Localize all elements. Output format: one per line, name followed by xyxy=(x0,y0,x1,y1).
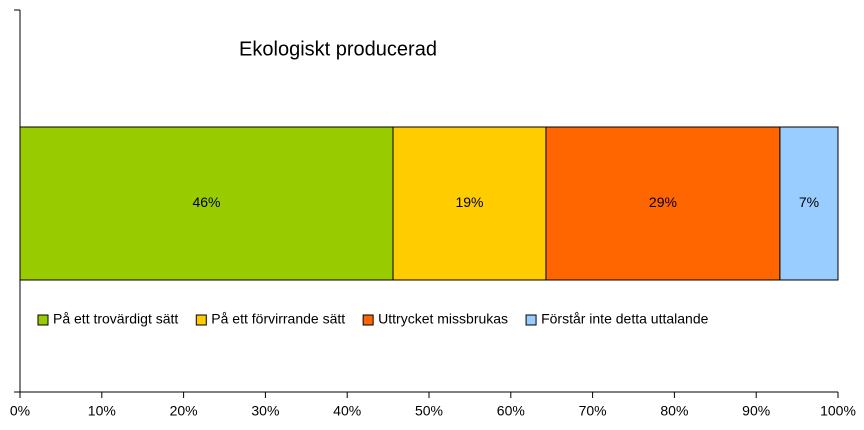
chart-title: Ekologiskt producerad xyxy=(239,38,437,60)
data-label: 19% xyxy=(455,194,483,210)
x-tick-label: 80% xyxy=(660,403,688,419)
bar-segment xyxy=(19,126,394,281)
data-label: 29% xyxy=(649,194,677,210)
x-tick-label: 60% xyxy=(497,403,525,419)
legend-swatch xyxy=(37,314,49,326)
legend-swatch xyxy=(362,314,374,326)
legend-label: Uttrycket missbrukas xyxy=(378,311,508,327)
legend-label: På ett förvirrande sätt xyxy=(211,311,345,327)
legend-swatch xyxy=(195,314,207,326)
x-tick-label: 50% xyxy=(415,403,443,419)
x-tick-label: 0% xyxy=(10,403,30,419)
legend-swatch xyxy=(525,314,537,326)
bar-segment xyxy=(545,126,781,281)
x-tick-label: 100% xyxy=(820,403,856,419)
x-tick-label: 20% xyxy=(170,403,198,419)
bar-segment xyxy=(779,126,839,281)
x-tick-label: 70% xyxy=(579,403,607,419)
data-label: 7% xyxy=(799,194,819,210)
x-tick-label: 10% xyxy=(88,403,116,419)
legend-label: På ett trovärdigt sätt xyxy=(53,311,178,327)
x-tick-label: 40% xyxy=(333,403,361,419)
x-tick-label: 30% xyxy=(251,403,279,419)
legend-label: Förstår inte detta uttalande xyxy=(541,311,709,327)
x-tick-label: 90% xyxy=(742,403,770,419)
data-label: 46% xyxy=(192,194,220,210)
